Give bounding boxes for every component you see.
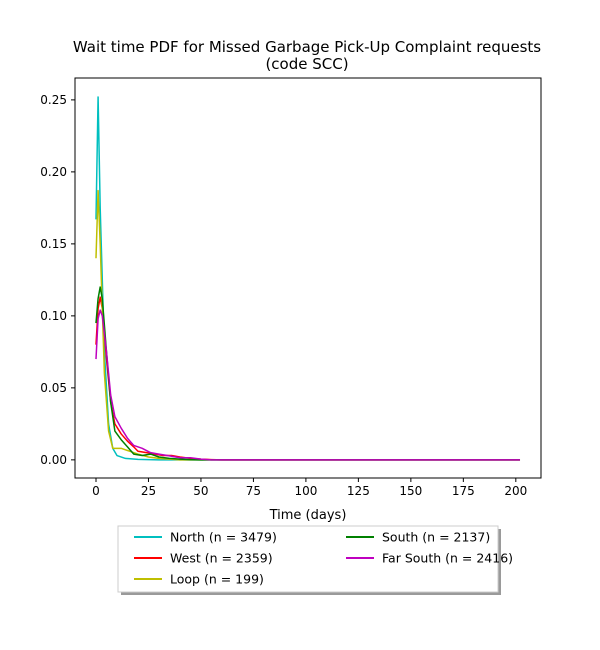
series-layer [95, 96, 521, 461]
x-tick-label: 0 [92, 484, 100, 498]
x-tick-label: 175 [452, 484, 475, 498]
legend-label: Far South (n = 2416) [382, 551, 513, 566]
y-tick-label: 0.05 [40, 381, 67, 395]
legend-label: Loop (n = 199) [170, 572, 264, 587]
x-axis-label: Time (days) [269, 508, 347, 523]
axis-ticks: 0 25 50 75 100 125 150 175 200 0.00 0.05 0.10 0.15 0.… [40, 93, 527, 498]
y-tick-label: 0.10 [40, 309, 67, 323]
x-tick-label: 150 [399, 484, 422, 498]
chart-subtitle: (code SCC) [265, 55, 348, 73]
x-tick-label: 125 [347, 484, 370, 498]
x-tick-label: 100 [294, 484, 317, 498]
y-tick-label: 0.15 [40, 237, 67, 251]
series-line-4 [95, 286, 521, 461]
y-tick-label: 0.25 [40, 93, 67, 107]
x-tick-label: 75 [246, 484, 261, 498]
series-line-5 [95, 309, 521, 461]
series-line-3 [95, 189, 521, 461]
x-tick-label: 200 [504, 484, 527, 498]
legend-label: West (n = 2359) [170, 551, 273, 566]
y-tick-label: 0.00 [40, 453, 67, 467]
y-tick-label: 0.20 [40, 165, 67, 179]
legend-box [117, 525, 499, 593]
x-tick-label: 25 [141, 484, 156, 498]
chart-title: Wait time PDF for Missed Garbage Pick-Up… [73, 38, 541, 56]
legend: North (n = 3479) West (n = 2359) Loop (n =… [117, 525, 513, 595]
legend-label: North (n = 3479) [170, 530, 277, 545]
plot-area [74, 77, 542, 479]
legend-label: South (n = 2137) [382, 530, 490, 545]
x-tick-label: 50 [193, 484, 208, 498]
